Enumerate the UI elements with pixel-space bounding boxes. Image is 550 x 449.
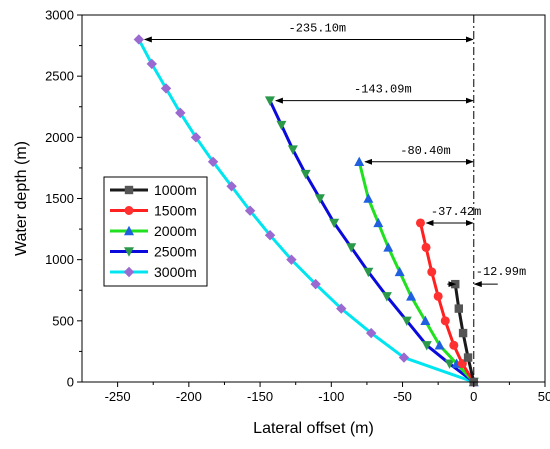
series-marker [421,242,431,252]
offset-annotation: -12.99m [447,265,526,288]
x-tick-label: -150 [247,389,273,404]
series-marker [146,58,158,70]
series-marker [354,156,365,166]
annotation-label: -80.40m [400,144,450,158]
series-group [133,34,479,388]
series-marker [440,316,450,326]
series-marker [124,206,134,215]
series-marker [264,230,276,241]
y-tick-label: 500 [52,313,74,328]
annotation-label: -12.99m [476,265,526,279]
series-marker [394,266,405,277]
series-marker [373,217,384,228]
legend-entry: 2000m [110,223,197,239]
legend-entry: 3000m [110,264,197,280]
series-marker [336,303,347,314]
legend-label: 3000m [154,264,197,280]
series-marker [276,120,287,131]
series-marker [398,352,410,363]
series-marker [458,328,468,338]
y-tick-label: 2000 [45,130,74,145]
series-marker [226,181,237,192]
offset-annotation: -143.09m [274,83,474,104]
offset-annotation: -37.42m [425,205,481,226]
series-marker [123,266,135,278]
annotation-group: -235.10m -143.09m -80.40m -37.42m -12.99m [143,21,526,288]
y-tick-label: 1500 [45,191,74,206]
series-marker [381,292,392,302]
annotation-label: -37.42m [431,205,481,219]
y-axis-title: Water depth (m) [13,141,30,256]
series-marker [365,327,377,339]
y-tick-label: 0 [67,375,74,390]
series-marker [124,247,134,257]
series-marker [463,353,473,362]
legend-label: 2000m [154,223,197,239]
series-marker [286,254,297,265]
x-tick-label: -200 [176,389,202,404]
series-marker [329,218,340,229]
series-marker [363,193,374,203]
legend-label: 1000m [154,182,197,198]
series-marker [314,194,325,204]
x-tick-label: -50 [393,389,412,404]
series-marker [190,132,202,143]
series-marker [244,205,256,216]
series-marker [449,340,459,350]
annotation-label: -235.10m [289,21,347,35]
series-2500m [264,96,479,388]
series-marker [207,156,219,167]
legend-entry: 2500m [110,244,197,260]
legend: 1000m 1500m 2000m 2500m 3000m [103,176,208,287]
offset-annotation: -235.10m [143,21,474,43]
legend-label: 2500m [154,244,197,260]
series-marker [124,185,134,195]
series-marker [175,107,186,119]
series-marker [454,304,464,313]
series-line [357,161,475,384]
series-marker [406,291,417,301]
series-marker [160,83,172,94]
legend-entry: 1000m [110,182,197,198]
y-tick-label: 2500 [45,69,74,84]
legend-label: 1500m [154,203,197,219]
series-marker [346,243,357,253]
series-marker [310,278,321,290]
axes-group: -250 -200 -150 -100 -50 0 50050010001500200025… [45,8,550,405]
series-marker [415,218,425,228]
series-marker [363,267,374,278]
legend-entry: 1500m [110,203,197,219]
series-marker [401,316,412,327]
series-marker [433,291,443,301]
series-marker [421,341,432,351]
x-tick-label: -250 [105,389,131,404]
series-3000m [133,34,479,388]
y-tick-label: 3000 [45,8,74,23]
series-marker [300,169,311,180]
series-marker [420,315,431,326]
y-tick-label: 1000 [45,252,74,267]
series-2000m [354,156,479,387]
series-marker [383,242,394,252]
series-marker [124,225,134,236]
series-marker [427,267,437,277]
series-marker [264,96,275,106]
series-marker [133,34,145,45]
series-marker [434,340,445,350]
annotation-label: -143.09m [354,83,412,97]
x-axis-title: Lateral offset (m) [253,420,374,437]
x-tick-label: 0 [470,389,477,404]
series-marker [287,145,298,155]
x-tick-label: -100 [318,389,344,404]
x-tick-label: 50 [538,389,550,404]
offset-annotation: -80.40m [364,144,474,165]
series-marker [444,359,455,369]
